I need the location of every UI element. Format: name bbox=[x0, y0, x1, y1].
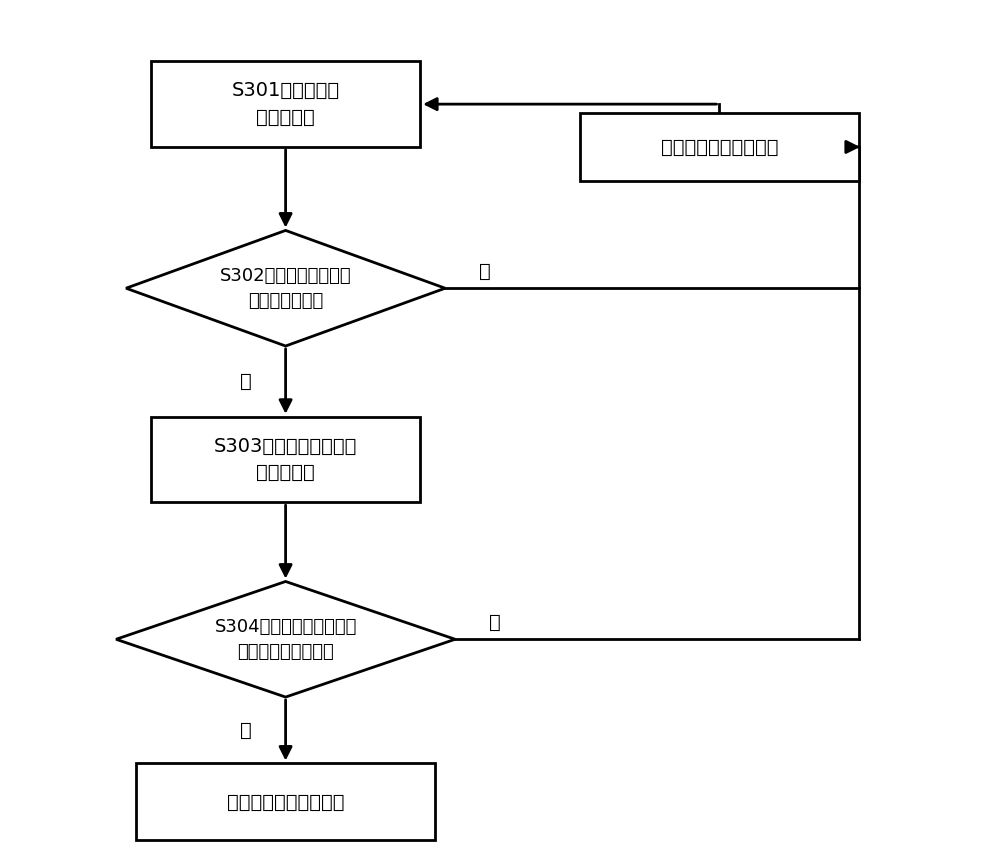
Text: 是: 是 bbox=[240, 721, 252, 740]
Text: S302：线束产品拉拔力
实验是否通过？: S302：线束产品拉拔力 实验是否通过？ bbox=[220, 267, 351, 310]
Text: S304：线束产品端子切片
检测实验是否通过？: S304：线束产品端子切片 检测实验是否通过？ bbox=[214, 618, 357, 661]
FancyBboxPatch shape bbox=[580, 113, 859, 181]
Polygon shape bbox=[116, 582, 455, 697]
Text: 优化压接工艺以及参数: 优化压接工艺以及参数 bbox=[661, 137, 778, 156]
Text: 线束产品认可实验通过: 线束产品认可实验通过 bbox=[227, 793, 344, 812]
Text: 否: 否 bbox=[479, 262, 491, 281]
FancyBboxPatch shape bbox=[136, 764, 435, 840]
Text: S301：线束产品
拉拔力实验: S301：线束产品 拉拔力实验 bbox=[232, 82, 340, 127]
FancyBboxPatch shape bbox=[151, 417, 420, 503]
FancyBboxPatch shape bbox=[151, 61, 420, 147]
Text: 否: 否 bbox=[489, 612, 501, 631]
Text: 是: 是 bbox=[240, 372, 252, 391]
Polygon shape bbox=[126, 230, 445, 346]
Text: S303：线束产品端子切
片检测实验: S303：线束产品端子切 片检测实验 bbox=[214, 436, 357, 482]
